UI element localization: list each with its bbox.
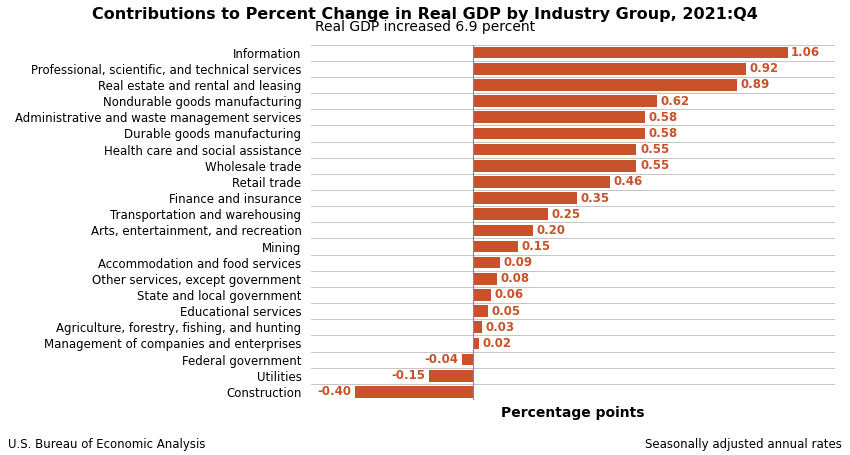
Bar	[473, 111, 645, 123]
Bar	[462, 354, 473, 365]
Bar	[473, 95, 657, 107]
Text: 0.55: 0.55	[640, 143, 669, 156]
Text: 0.09: 0.09	[504, 256, 533, 269]
Text: 0.89: 0.89	[740, 78, 770, 91]
Text: 1.06: 1.06	[791, 46, 820, 59]
Text: U.S. Bureau of Economic Analysis: U.S. Bureau of Economic Analysis	[8, 438, 206, 451]
Bar	[473, 322, 483, 333]
Text: -0.04: -0.04	[424, 353, 458, 366]
Bar	[473, 273, 497, 285]
Bar	[473, 224, 533, 236]
Text: -0.15: -0.15	[392, 369, 426, 382]
Text: 0.15: 0.15	[522, 240, 551, 253]
Bar	[429, 370, 473, 382]
Bar	[473, 63, 746, 75]
Bar	[473, 305, 488, 317]
Text: Contributions to Percent Change in Real GDP by Industry Group, 2021:Q4: Contributions to Percent Change in Real …	[92, 7, 758, 22]
Text: 0.20: 0.20	[536, 224, 565, 237]
Text: 0.46: 0.46	[614, 175, 643, 188]
Text: Seasonally adjusted annual rates: Seasonally adjusted annual rates	[644, 438, 842, 451]
Text: Real GDP increased 6.9 percent: Real GDP increased 6.9 percent	[315, 20, 535, 35]
Bar	[473, 257, 500, 268]
Bar	[473, 289, 491, 301]
Bar	[473, 79, 737, 91]
Text: 0.62: 0.62	[660, 95, 690, 108]
Text: 0.08: 0.08	[501, 272, 530, 285]
Text: 0.03: 0.03	[486, 321, 515, 334]
Text: -0.40: -0.40	[317, 385, 351, 399]
Bar	[473, 176, 609, 188]
Bar	[473, 47, 788, 59]
Bar	[473, 144, 637, 156]
Bar	[473, 208, 547, 220]
Bar	[473, 127, 645, 139]
Text: 0.25: 0.25	[551, 207, 581, 221]
Bar	[473, 192, 577, 204]
Text: 0.05: 0.05	[492, 304, 521, 318]
Text: 0.55: 0.55	[640, 159, 669, 172]
Text: 0.92: 0.92	[750, 62, 779, 76]
Bar	[473, 338, 479, 349]
Text: 0.02: 0.02	[483, 337, 512, 350]
Text: 0.58: 0.58	[649, 111, 678, 124]
Bar	[473, 241, 518, 253]
Text: 0.35: 0.35	[581, 192, 610, 205]
Text: 0.58: 0.58	[649, 127, 678, 140]
Bar	[473, 160, 637, 172]
Text: 0.06: 0.06	[495, 288, 524, 302]
X-axis label: Percentage points: Percentage points	[501, 405, 644, 420]
Bar	[355, 386, 473, 398]
